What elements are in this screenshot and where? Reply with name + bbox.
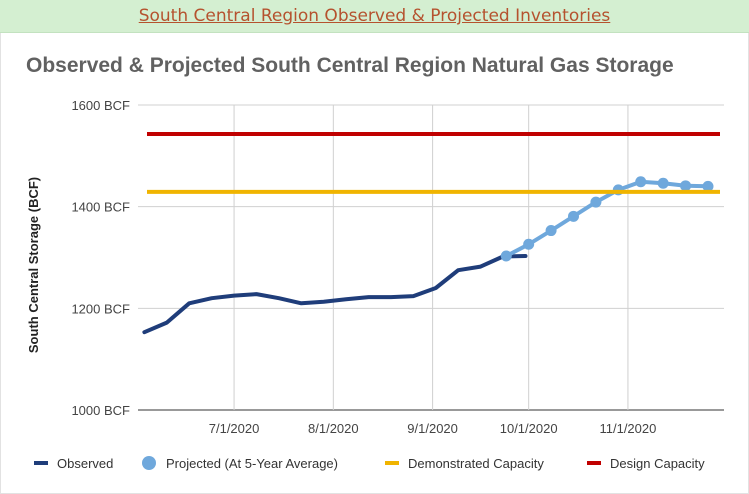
data-series — [142, 131, 720, 335]
x-axis-tick-labels: 7/1/2020 8/1/2020 9/1/2020 10/1/2020 11/1/20… — [209, 421, 657, 436]
projected-at-5-year-average-point — [545, 225, 557, 237]
x-tick-label: 10/1/2020 — [500, 421, 558, 436]
legend-label-demonstrated-capacity: Demonstrated Capacity — [408, 456, 544, 471]
projected-at-5-year-average-point — [523, 238, 535, 250]
legend-label-design-capacity: Design Capacity — [610, 456, 705, 471]
y-tick-label: 1600 BCF — [71, 98, 130, 113]
legend-label-observed: Observed — [57, 456, 113, 471]
report-banner: South Central Region Observed & Projecte… — [0, 0, 749, 33]
chart-title: Observed & Projected South Central Regio… — [26, 54, 674, 77]
y-tick-label: 1400 BCF — [71, 200, 130, 215]
y-axis-tick-labels: 1000 BCF 1200 BCF 1400 BCF 1600 BCF — [71, 98, 130, 418]
projected-at-5-year-average-point — [635, 176, 647, 188]
projected-at-5-year-average-point — [590, 196, 602, 208]
banner-link[interactable]: South Central Region Observed & Projecte… — [138, 6, 611, 26]
y-axis-label: South Central Storage (BCF) — [26, 177, 41, 353]
projected-at-5-year-average-line — [504, 179, 710, 258]
y-tick-label: 1200 BCF — [71, 301, 130, 316]
projected-at-5-year-average-point — [500, 250, 512, 262]
gridlines — [138, 104, 724, 411]
x-tick-label: 8/1/2020 — [308, 421, 359, 436]
x-tick-label: 11/1/2020 — [599, 421, 656, 436]
y-tick-label: 1000 BCF — [71, 403, 130, 418]
chart-legend: Observed Projected (At 5-Year Average) Dem… — [34, 456, 705, 471]
x-tick-label: 7/1/2020 — [209, 421, 260, 436]
legend-marker-projected-at-5-year-average — [142, 456, 156, 470]
legend-label-projected-at-5-year-average: Projected (At 5-Year Average) — [166, 456, 338, 471]
projected-at-5-year-average-point — [567, 210, 579, 222]
projected-at-5-year-average-point — [702, 180, 714, 192]
x-tick-label: 9/1/2020 — [407, 421, 458, 436]
projected-at-5-year-average-point — [680, 180, 692, 192]
observed-line — [142, 254, 528, 335]
projected-at-5-year-average-point — [657, 177, 669, 189]
